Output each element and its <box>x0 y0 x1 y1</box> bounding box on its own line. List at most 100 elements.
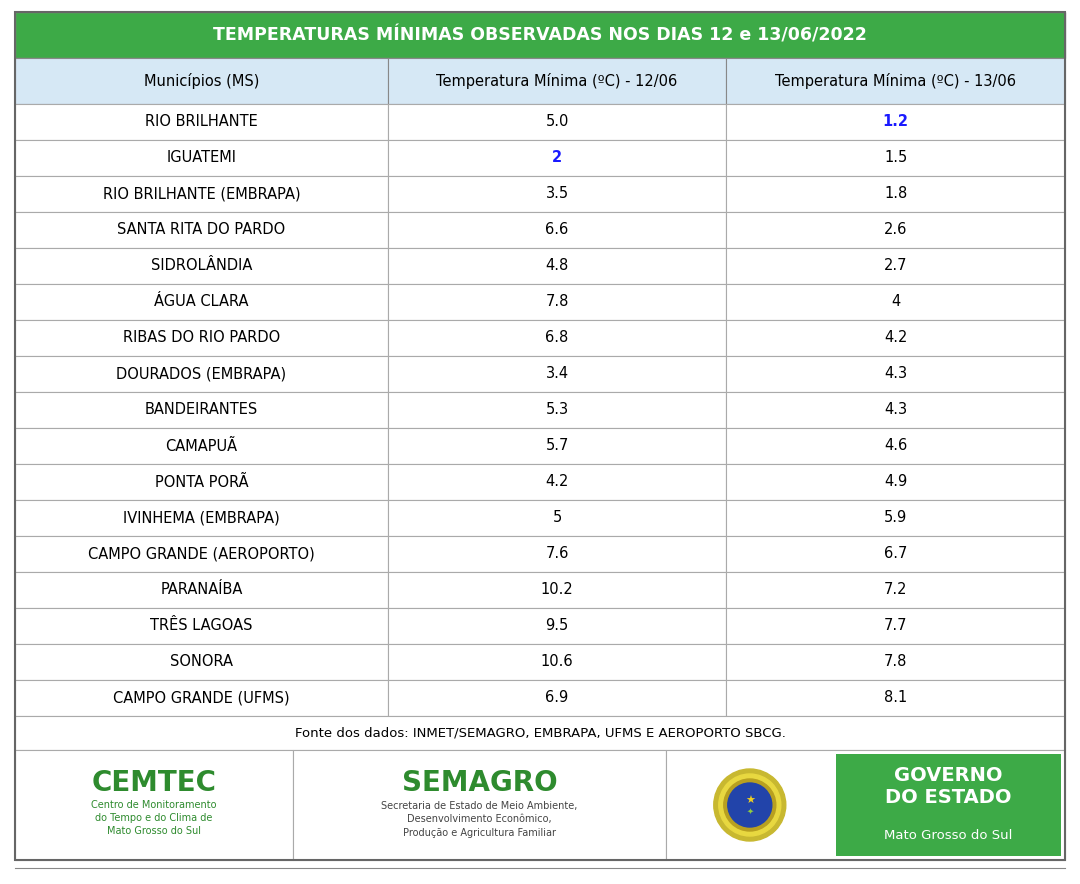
Text: TRÊS LAGOAS: TRÊS LAGOAS <box>150 619 253 634</box>
Bar <box>15 464 388 500</box>
Bar <box>15 248 388 284</box>
Text: Mato Grosso do Sul: Mato Grosso do Sul <box>885 829 1012 842</box>
Text: 4.2: 4.2 <box>545 475 569 490</box>
Circle shape <box>728 783 772 827</box>
Bar <box>727 176 1065 212</box>
Bar <box>15 58 388 104</box>
Bar <box>15 428 388 464</box>
Circle shape <box>724 779 775 831</box>
Text: 6.8: 6.8 <box>545 331 569 346</box>
Bar <box>388 140 727 176</box>
Text: BANDEIRANTES: BANDEIRANTES <box>145 402 258 417</box>
Text: 6.7: 6.7 <box>885 546 907 561</box>
Text: RIO BRILHANTE: RIO BRILHANTE <box>145 115 258 129</box>
Bar <box>388 320 727 356</box>
Bar <box>15 644 388 680</box>
Bar <box>388 536 727 572</box>
Bar <box>15 500 388 536</box>
Text: SONORA: SONORA <box>170 654 233 669</box>
Text: 6.6: 6.6 <box>545 223 569 238</box>
Bar <box>727 248 1065 284</box>
Text: 4: 4 <box>891 294 901 309</box>
Text: IVINHEMA (EMBRAPA): IVINHEMA (EMBRAPA) <box>123 510 280 525</box>
Bar <box>388 680 727 716</box>
Bar <box>388 464 727 500</box>
Text: 5.9: 5.9 <box>885 510 907 525</box>
Bar <box>15 750 294 860</box>
Text: Fonte dos dados: INMET/SEMAGRO, EMBRAPA, UFMS E AEROPORTO SBCG.: Fonte dos dados: INMET/SEMAGRO, EMBRAPA,… <box>295 727 785 740</box>
Bar <box>388 356 727 392</box>
Bar <box>15 356 388 392</box>
Text: Municípios (MS): Municípios (MS) <box>144 73 259 89</box>
Text: 6.9: 6.9 <box>545 690 569 705</box>
Text: 4.9: 4.9 <box>885 475 907 490</box>
Bar <box>15 176 388 212</box>
Bar <box>727 212 1065 248</box>
Text: Secretaria de Estado de Meio Ambiente,
Desenvolvimento Econômico,
Produção e Agr: Secretaria de Estado de Meio Ambiente, D… <box>381 801 578 837</box>
Bar <box>388 500 727 536</box>
Text: 2: 2 <box>552 150 562 165</box>
Text: 4.2: 4.2 <box>885 331 907 346</box>
Text: 5.3: 5.3 <box>545 402 569 417</box>
Text: SANTA RITA DO PARDO: SANTA RITA DO PARDO <box>118 223 285 238</box>
Text: 10.2: 10.2 <box>541 583 573 598</box>
Text: 5.7: 5.7 <box>545 438 569 453</box>
Text: 4.3: 4.3 <box>885 402 907 417</box>
Bar <box>727 58 1065 104</box>
Bar <box>388 644 727 680</box>
Text: 9.5: 9.5 <box>545 619 569 634</box>
Text: 4.3: 4.3 <box>885 367 907 382</box>
Text: CAMAPUÃ: CAMAPUÃ <box>165 438 238 453</box>
Bar <box>727 320 1065 356</box>
Text: ★: ★ <box>745 796 755 806</box>
Text: PARANAÍBA: PARANAÍBA <box>160 583 243 598</box>
Bar <box>388 392 727 428</box>
Text: CEMTEC: CEMTEC <box>92 769 217 797</box>
Bar <box>15 392 388 428</box>
Text: SEMAGRO: SEMAGRO <box>402 769 557 797</box>
Bar <box>15 12 1065 58</box>
Bar <box>15 284 388 320</box>
Bar <box>15 212 388 248</box>
Text: ÁGUA CLARA: ÁGUA CLARA <box>154 294 248 309</box>
Bar <box>15 716 1065 750</box>
Bar <box>15 320 388 356</box>
Circle shape <box>719 774 781 836</box>
Bar <box>388 104 727 140</box>
Bar <box>727 392 1065 428</box>
Bar <box>727 428 1065 464</box>
Bar <box>388 608 727 644</box>
Text: 7.8: 7.8 <box>545 294 569 309</box>
Text: 5: 5 <box>553 510 562 525</box>
Text: 7.2: 7.2 <box>883 583 907 598</box>
Text: CAMPO GRANDE (UFMS): CAMPO GRANDE (UFMS) <box>113 690 289 705</box>
Text: 2.6: 2.6 <box>885 223 907 238</box>
Text: 10.6: 10.6 <box>541 654 573 669</box>
Bar <box>727 104 1065 140</box>
Bar <box>666 750 1065 860</box>
Bar <box>388 248 727 284</box>
Text: CAMPO GRANDE (AEROPORTO): CAMPO GRANDE (AEROPORTO) <box>87 546 314 561</box>
Text: DOURADOS (EMBRAPA): DOURADOS (EMBRAPA) <box>117 367 286 382</box>
Bar <box>727 644 1065 680</box>
Text: Temperatura Mínima (ºC) - 12/06: Temperatura Mínima (ºC) - 12/06 <box>436 73 677 89</box>
Bar <box>388 58 727 104</box>
Bar <box>15 572 388 608</box>
Bar <box>294 750 666 860</box>
Bar <box>727 500 1065 536</box>
Text: 5.0: 5.0 <box>545 115 569 129</box>
Text: TEMPERATURAS MÍNIMAS OBSERVADAS NOS DIAS 12 e 13/06/2022: TEMPERATURAS MÍNIMAS OBSERVADAS NOS DIAS… <box>213 26 867 44</box>
Bar <box>15 140 388 176</box>
Text: SIDROLÂNDIA: SIDROLÂNDIA <box>151 258 252 273</box>
Text: RIBAS DO RIO PARDO: RIBAS DO RIO PARDO <box>123 331 280 346</box>
Bar <box>15 104 388 140</box>
Text: 1.2: 1.2 <box>882 115 908 129</box>
Bar <box>727 464 1065 500</box>
Bar <box>15 608 388 644</box>
Text: 3.5: 3.5 <box>545 187 569 202</box>
Bar <box>388 212 727 248</box>
Bar <box>727 536 1065 572</box>
Bar <box>15 680 388 716</box>
Text: Centro de Monitoramento
do Tempo e do Clima de
Mato Grosso do Sul: Centro de Monitoramento do Tempo e do Cl… <box>92 800 217 836</box>
Bar <box>727 608 1065 644</box>
